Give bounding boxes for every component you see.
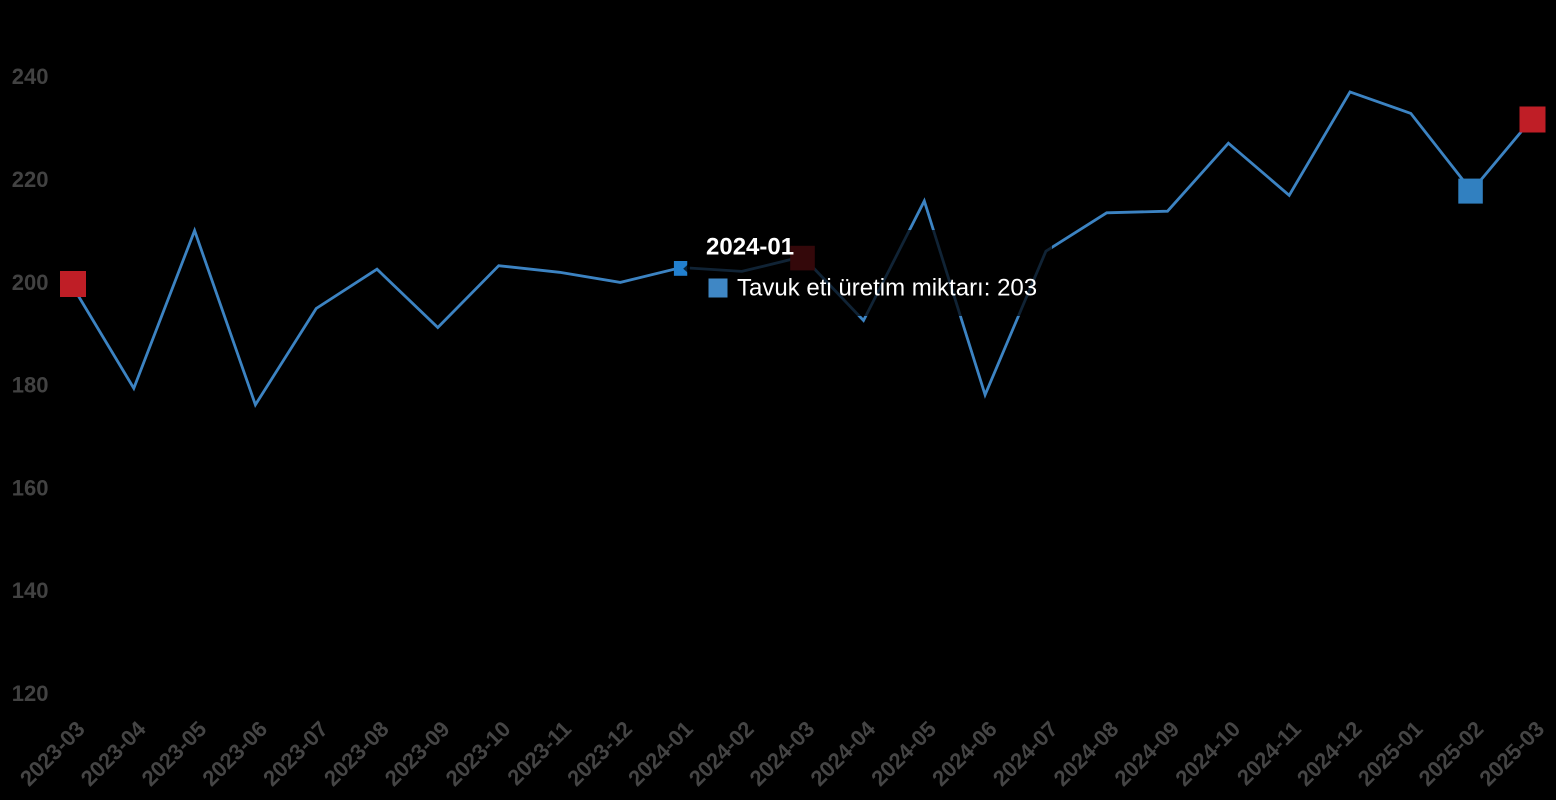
svg-text:2024-01: 2024-01 xyxy=(706,234,794,261)
svg-text:180: 180 xyxy=(12,373,49,398)
svg-text:160: 160 xyxy=(12,475,49,500)
svg-text:220: 220 xyxy=(12,167,49,192)
svg-text:200: 200 xyxy=(12,270,49,295)
svg-text:Tavuk eti üretim miktarı: 203: Tavuk eti üretim miktarı: 203 xyxy=(737,275,1037,302)
svg-text:140: 140 xyxy=(12,578,49,603)
svg-text:120: 120 xyxy=(12,681,49,706)
svg-text:240: 240 xyxy=(12,64,49,89)
